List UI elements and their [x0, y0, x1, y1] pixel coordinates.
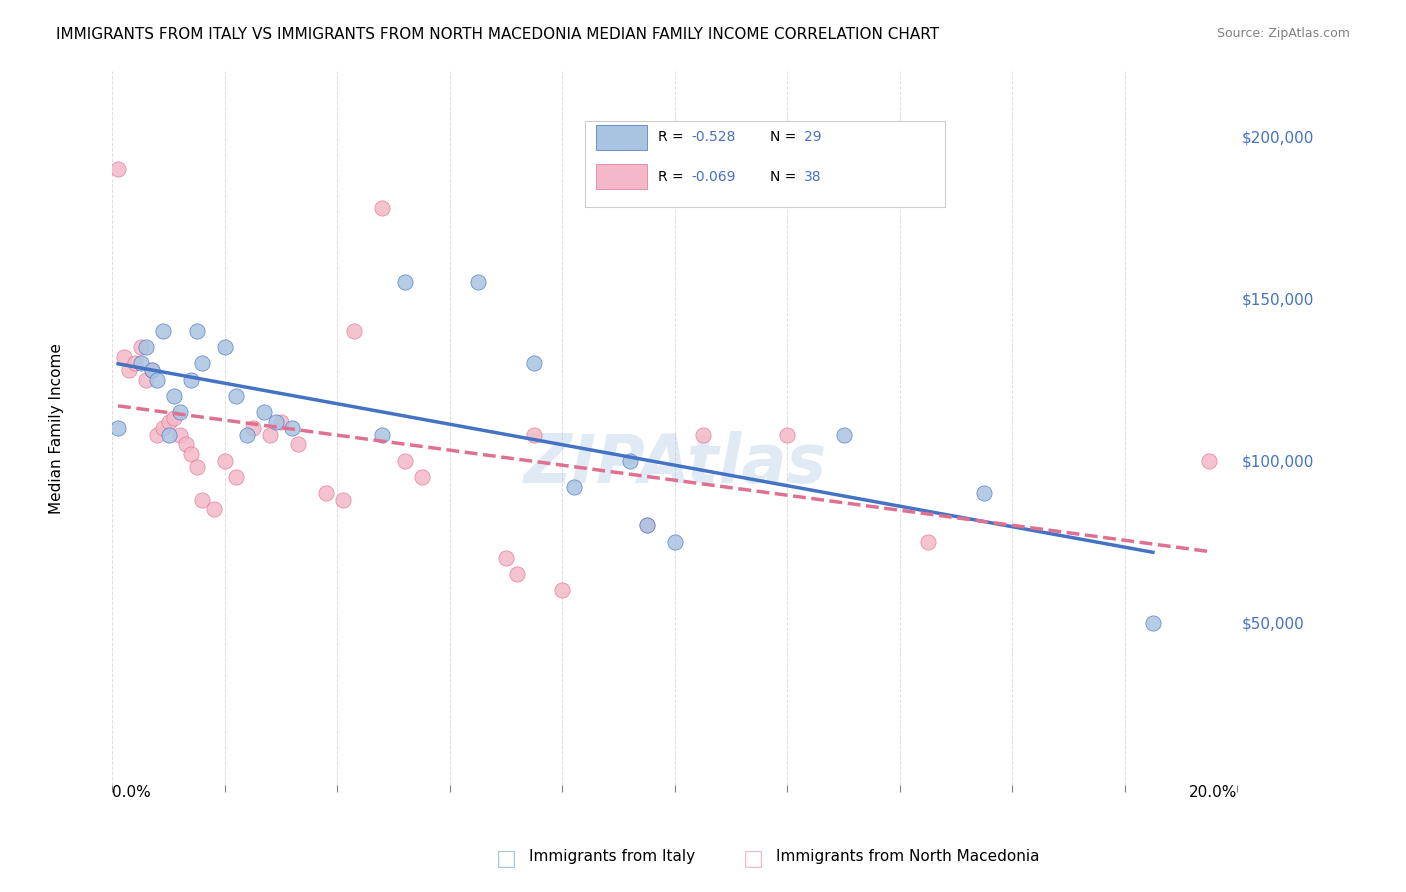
- Point: [315, 486, 337, 500]
- Point: [186, 460, 208, 475]
- Point: [163, 389, 186, 403]
- Point: [107, 421, 129, 435]
- Point: [523, 427, 546, 442]
- Point: [163, 411, 186, 425]
- Point: [411, 470, 433, 484]
- Point: [169, 427, 191, 442]
- Point: [636, 518, 658, 533]
- Text: 29: 29: [804, 130, 823, 144]
- Point: [157, 415, 180, 429]
- Point: [551, 583, 574, 598]
- Text: □: □: [744, 849, 763, 869]
- Point: [157, 427, 180, 442]
- Point: [394, 275, 416, 289]
- Point: [169, 405, 191, 419]
- Point: [180, 447, 202, 461]
- Point: [129, 356, 152, 370]
- Point: [141, 363, 163, 377]
- Text: Immigrants from Italy: Immigrants from Italy: [529, 849, 695, 864]
- Text: Source: ZipAtlas.com: Source: ZipAtlas.com: [1216, 27, 1350, 40]
- Point: [186, 324, 208, 338]
- Point: [1142, 615, 1164, 630]
- Point: [191, 356, 214, 370]
- Point: [619, 453, 641, 467]
- Point: [371, 201, 394, 215]
- Point: [394, 453, 416, 467]
- Point: [141, 363, 163, 377]
- Point: [973, 486, 995, 500]
- Point: [152, 324, 174, 338]
- Text: Immigrants from North Macedonia: Immigrants from North Macedonia: [776, 849, 1039, 864]
- Point: [523, 356, 546, 370]
- Point: [343, 324, 366, 338]
- Text: Median Family Income: Median Family Income: [49, 343, 63, 514]
- Point: [118, 363, 141, 377]
- Point: [202, 502, 225, 516]
- Point: [225, 389, 247, 403]
- Point: [112, 350, 135, 364]
- Point: [242, 421, 264, 435]
- Point: [506, 567, 529, 582]
- Text: 0.0%: 0.0%: [112, 785, 152, 800]
- Text: -0.069: -0.069: [692, 170, 737, 184]
- Text: IMMIGRANTS FROM ITALY VS IMMIGRANTS FROM NORTH MACEDONIA MEDIAN FAMILY INCOME CO: IMMIGRANTS FROM ITALY VS IMMIGRANTS FROM…: [56, 27, 939, 42]
- Point: [253, 405, 276, 419]
- Point: [124, 356, 146, 370]
- Point: [174, 437, 197, 451]
- Point: [664, 534, 686, 549]
- Point: [259, 427, 281, 442]
- Point: [281, 421, 304, 435]
- Point: [692, 427, 714, 442]
- Point: [191, 492, 214, 507]
- Point: [1198, 453, 1220, 467]
- Point: [332, 492, 354, 507]
- Point: [180, 372, 202, 386]
- Point: [270, 415, 292, 429]
- Point: [107, 161, 129, 176]
- Point: [264, 415, 287, 429]
- Bar: [596, 125, 647, 150]
- Point: [225, 470, 247, 484]
- Point: [636, 518, 658, 533]
- Point: [467, 275, 489, 289]
- Point: [135, 340, 157, 354]
- Text: -0.528: -0.528: [692, 130, 737, 144]
- Text: N =: N =: [770, 130, 801, 144]
- Point: [287, 437, 309, 451]
- Point: [917, 534, 939, 549]
- Point: [776, 427, 799, 442]
- Point: [236, 427, 259, 442]
- Point: [146, 427, 169, 442]
- Text: 20.0%: 20.0%: [1189, 785, 1237, 800]
- Text: R =: R =: [658, 170, 688, 184]
- Point: [371, 427, 394, 442]
- Point: [214, 453, 236, 467]
- Text: R =: R =: [658, 130, 688, 144]
- Text: ZIPAtlas: ZIPAtlas: [523, 431, 827, 497]
- Point: [832, 427, 855, 442]
- Point: [562, 479, 585, 493]
- Bar: [585, 121, 945, 207]
- Point: [135, 372, 157, 386]
- Text: N =: N =: [770, 170, 801, 184]
- Point: [146, 372, 169, 386]
- Text: 38: 38: [804, 170, 823, 184]
- Point: [129, 340, 152, 354]
- Bar: [596, 164, 647, 189]
- Text: □: □: [496, 849, 516, 869]
- Point: [495, 550, 517, 565]
- Point: [214, 340, 236, 354]
- Point: [152, 421, 174, 435]
